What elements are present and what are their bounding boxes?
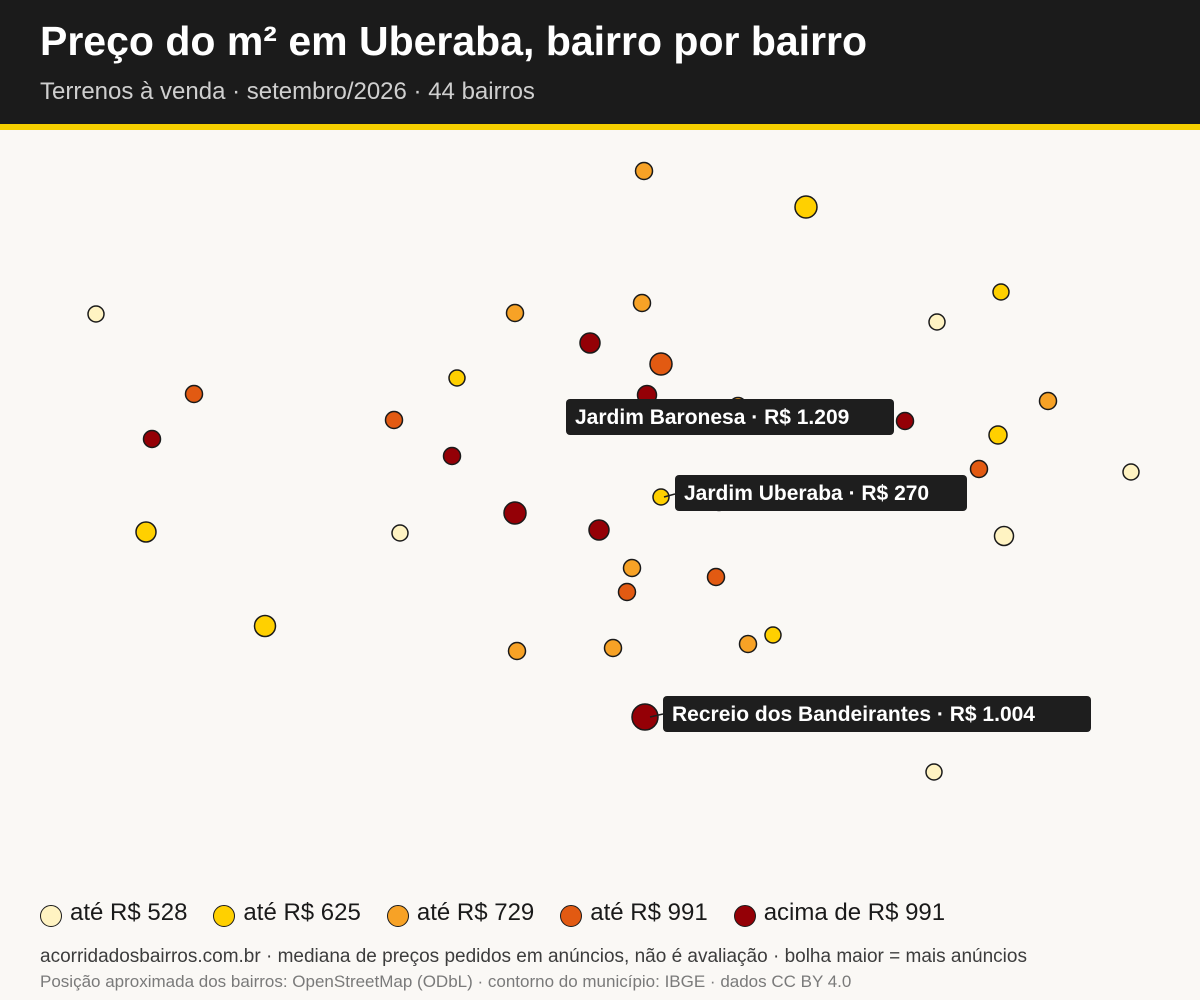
header-bar: Preço do m² em Uberaba, bairro por bairr…	[0, 0, 1200, 124]
map-title: Preço do m² em Uberaba, bairro por bairr…	[40, 18, 868, 64]
callout-label: Recreio dos Bandeirantes · R$ 1.004	[672, 703, 1035, 726]
neighborhood-bubble	[993, 525, 1015, 547]
legend-label: acima de R$ 991	[763, 899, 946, 926]
callout-box	[566, 399, 894, 435]
neighborhood-bubble	[507, 641, 527, 661]
legend-swatch	[386, 905, 409, 927]
neighborhood-bubble	[634, 161, 654, 181]
callout-leader	[663, 493, 676, 498]
neighborhood-bubble	[87, 305, 105, 323]
neighborhood-bubble	[738, 634, 758, 654]
legend-swatch	[213, 905, 236, 927]
neighborhood-bubble	[969, 459, 989, 479]
neighborhood-bubble	[617, 582, 637, 602]
neighborhood-bubble	[1122, 463, 1140, 481]
legend-item-2: até R$ 625	[213, 899, 361, 927]
legend-label: até R$ 625	[243, 899, 361, 926]
neighborhood-bubble	[253, 614, 277, 638]
neighborhood-bubble	[142, 429, 162, 449]
legend-item-1: até R$ 528	[40, 899, 187, 927]
footer-credits: Posição aproximada dos bairros: OpenStre…	[40, 972, 852, 991]
neighborhood-bubble	[135, 521, 157, 543]
neighborhood-bubble	[603, 638, 623, 658]
callout-leader	[649, 713, 664, 718]
neighborhood-bubble	[988, 425, 1008, 445]
neighborhood-bubble	[588, 519, 610, 541]
footer-source: acorridadosbairros.com.br · mediana de p…	[40, 946, 1027, 967]
callout: Jardim Uberaba · R$ 270	[663, 475, 967, 511]
neighborhood-bubble	[1038, 391, 1058, 411]
legend: até R$ 528 até R$ 625 até R$ 729 até R$ …	[40, 893, 971, 933]
neighborhood-bubble	[632, 293, 652, 313]
callout-box	[675, 475, 967, 511]
neighborhood-bubble	[764, 626, 782, 644]
neighborhood-bubble	[794, 195, 818, 219]
neighborhood-bubble	[631, 703, 659, 731]
callout: Recreio dos Bandeirantes · R$ 1.004	[649, 696, 1091, 732]
neighborhood-bubble	[503, 501, 527, 525]
neighborhood-bubble	[992, 283, 1010, 301]
neighborhood-bubble	[649, 352, 673, 376]
legend-label: até R$ 528	[70, 899, 188, 926]
map-subtitle: Terrenos à venda · setembro/2026 · 44 ba…	[40, 78, 535, 105]
callout-label: Jardim Uberaba · R$ 270	[684, 482, 929, 505]
legend-item-5: acima de R$ 991	[733, 899, 946, 927]
legend-swatch	[733, 905, 756, 927]
accent-rule	[0, 124, 1200, 130]
bubble-layer	[87, 161, 1140, 781]
neighborhood-bubble	[622, 558, 642, 578]
neighborhood-bubble	[652, 488, 670, 506]
neighborhood-bubble	[579, 332, 601, 354]
callout: Jardim Baronesa · R$ 1.209	[566, 399, 894, 435]
neighborhood-bubble	[895, 411, 915, 431]
neighborhood-bubble	[505, 303, 525, 323]
callout-box	[663, 696, 1091, 732]
legend-label: até R$ 991	[590, 899, 708, 926]
neighborhood-bubble	[442, 446, 462, 466]
neighborhood-bubble	[391, 524, 409, 542]
neighborhood-bubble	[928, 313, 946, 331]
neighborhood-bubble	[706, 567, 726, 587]
neighborhood-bubble	[925, 763, 943, 781]
legend-swatch	[560, 905, 583, 927]
callout-label: Jardim Baronesa · R$ 1.209	[575, 406, 849, 429]
neighborhood-bubble	[384, 410, 404, 430]
legend-item-4: até R$ 991	[560, 899, 708, 927]
legend-swatch	[40, 905, 62, 927]
callout-layer: Jardim Baronesa · R$ 1.209 Jardim Uberaba…	[566, 399, 1091, 732]
legend-item-3: até R$ 729	[386, 899, 535, 927]
bubble-map: Jardim Baronesa · R$ 1.209 Jardim Uberaba…	[87, 161, 1140, 781]
legend-label: até R$ 729	[416, 899, 535, 926]
neighborhood-bubble	[184, 384, 204, 404]
neighborhood-bubble	[448, 369, 466, 387]
